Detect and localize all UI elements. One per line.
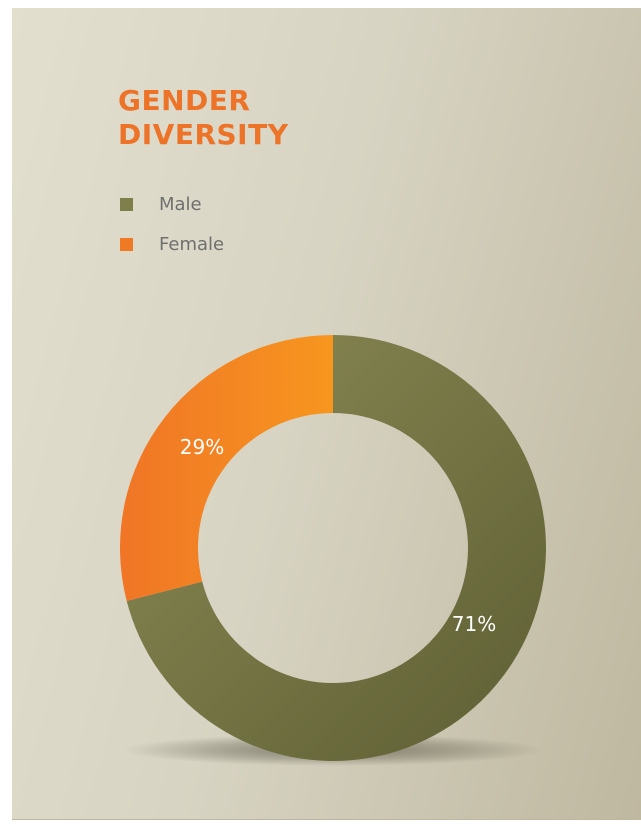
donut-chart: 71% 29% [120, 335, 547, 766]
slice-label-female: 29% [180, 435, 224, 459]
legend-swatch-male [120, 197, 133, 211]
donut-slice-female [120, 335, 333, 601]
legend-label-male: Male [159, 193, 202, 215]
infographic-panel: GENDER DIVERSITY Male Female [12, 8, 641, 820]
legend-swatch-female [120, 237, 133, 251]
legend-item-female: Female [120, 224, 224, 264]
donut-slice-male [126, 335, 547, 762]
slices-group [120, 335, 547, 762]
slice-labels-group: 71% 29% [180, 435, 496, 636]
legend: Male Female [120, 184, 224, 264]
slice-label-male: 71% [452, 612, 496, 636]
legend-item-male: Male [120, 184, 224, 224]
chart-title: GENDER DIVERSITY [118, 84, 289, 151]
legend-label-female: Female [159, 233, 225, 255]
